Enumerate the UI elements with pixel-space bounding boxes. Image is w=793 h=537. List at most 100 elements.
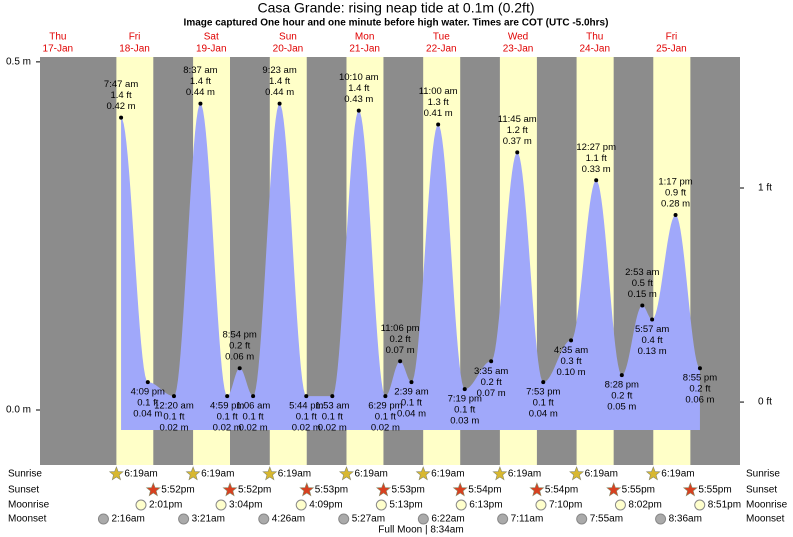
tide-label: 1:17 pm — [658, 177, 692, 188]
tide-label: 0.07 m — [386, 345, 415, 356]
tide-label: 0.41 m — [424, 108, 453, 119]
tide-label: 4:59 pm — [210, 401, 244, 412]
sun-icon — [185, 466, 201, 481]
moonset-time: 5:27am — [352, 514, 385, 525]
row-label: Moonrise — [746, 500, 788, 511]
tide-point — [462, 387, 467, 392]
sunset-time: 5:55pm — [698, 485, 731, 496]
row-label: Sunset — [8, 485, 39, 496]
tide-point — [171, 394, 176, 399]
tide-point — [277, 101, 282, 106]
moonset-time: 6:22am — [431, 514, 464, 525]
moonset-icon — [497, 513, 509, 525]
tide-label: 0.1 ft — [401, 398, 422, 409]
tide-point — [650, 317, 655, 322]
tide-label: 12:27 pm — [576, 142, 616, 153]
tide-label: 8:55 pm — [683, 373, 717, 384]
moonset-icon — [417, 513, 429, 525]
tide-label: 0.04 m — [397, 409, 426, 420]
tide-label: 1.4 ft — [190, 76, 211, 87]
tide-label: 0.1 ft — [454, 405, 475, 416]
tide-label: 7:53 pm — [526, 387, 560, 398]
sunset-time: 5:54pm — [545, 485, 578, 496]
tide-area — [121, 103, 700, 431]
tide-label: 4:35 am — [554, 345, 588, 356]
sunrise-time: 6:19am — [508, 469, 541, 480]
moonrise-time: 3:04pm — [229, 500, 262, 511]
tide-label: 0.02 m — [239, 423, 268, 434]
day-date: 18-Jan — [119, 44, 150, 55]
moonrise-time: 6:13pm — [469, 500, 502, 511]
tide-label: 7:19 pm — [448, 394, 482, 405]
moonset-icon — [655, 513, 667, 525]
tide-label: 1.1 ft — [586, 153, 607, 164]
tide-label: 0.02 m — [213, 423, 242, 434]
tide-label: 1.4 ft — [111, 90, 132, 101]
tide-point — [541, 380, 546, 385]
sun-icon — [375, 482, 391, 497]
tide-label: 0.05 m — [607, 402, 636, 413]
y-tick-label: 0.0 m — [6, 405, 31, 416]
sun-icon — [569, 466, 585, 481]
tide-label: 0.02 m — [159, 423, 188, 434]
tide-label: 0.15 m — [628, 289, 657, 300]
tide-label: 7:47 am — [104, 79, 138, 90]
moonrise-icon — [535, 499, 547, 511]
sunrise-time: 6:19am — [278, 469, 311, 480]
tide-label: 3:35 am — [474, 366, 508, 377]
sunrise-time: 6:19am — [431, 469, 464, 480]
tide-point — [594, 178, 599, 183]
tide-label: 0.44 m — [265, 87, 294, 98]
tide-label: 1.3 ft — [428, 97, 449, 108]
moonset-icon — [258, 513, 270, 525]
chart-subtitle: Image captured One hour and one minute b… — [184, 18, 609, 29]
sun-icon — [262, 466, 278, 481]
sunrise-time: 6:19am — [661, 469, 694, 480]
row-label: Sunrise — [746, 469, 780, 480]
day-date: 24-Jan — [579, 44, 610, 55]
tide-label: 11:45 am — [498, 114, 537, 125]
tide-point — [198, 101, 203, 106]
tide-point — [330, 394, 335, 399]
sun-icon — [145, 482, 161, 497]
sun-icon — [529, 482, 545, 497]
sunset-time: 5:55pm — [622, 485, 655, 496]
tide-label: 10:10 am — [339, 72, 379, 83]
y2-tick-label: 1 ft — [758, 183, 772, 194]
tide-point — [356, 108, 361, 113]
sunrise-time: 6:19am — [585, 469, 618, 480]
tide-label: 5:57 am — [635, 324, 669, 335]
tide-label: 12:20 am — [154, 401, 194, 412]
tide-point — [119, 115, 124, 120]
day-date: 20-Jan — [273, 44, 304, 55]
sun-icon — [108, 466, 124, 481]
moonrise-icon — [375, 499, 387, 511]
row-label: Moonset — [8, 514, 47, 525]
moonset-time: 7:55am — [590, 514, 623, 525]
tide-label: 9:23 am — [262, 65, 296, 76]
tide-point — [489, 359, 494, 364]
tide-label: 1:06 am — [236, 401, 270, 412]
tide-label: 0.33 m — [582, 164, 611, 175]
sun-icon — [338, 466, 354, 481]
tide-label: 0.1 ft — [533, 398, 554, 409]
sun-icon — [645, 466, 661, 481]
tide-point — [697, 366, 702, 371]
sun-icon — [492, 466, 508, 481]
tide-point — [251, 394, 256, 399]
day-date: 21-Jan — [349, 44, 380, 55]
tide-label: 8:37 am — [183, 65, 217, 76]
tide-point — [398, 359, 403, 364]
sun-icon — [222, 482, 238, 497]
tide-label: 0.5 ft — [632, 278, 653, 289]
day-name: Tue — [433, 32, 450, 43]
day-name: Thu — [586, 32, 603, 43]
row-label: Moonset — [746, 514, 785, 525]
sunrise-time: 6:19am — [124, 469, 157, 480]
tide-label: 2:39 am — [394, 387, 428, 398]
day-date: 23-Jan — [503, 44, 534, 55]
tide-label: 0.4 ft — [642, 335, 663, 346]
tide-point — [515, 150, 520, 155]
day-name: Sun — [279, 32, 297, 43]
